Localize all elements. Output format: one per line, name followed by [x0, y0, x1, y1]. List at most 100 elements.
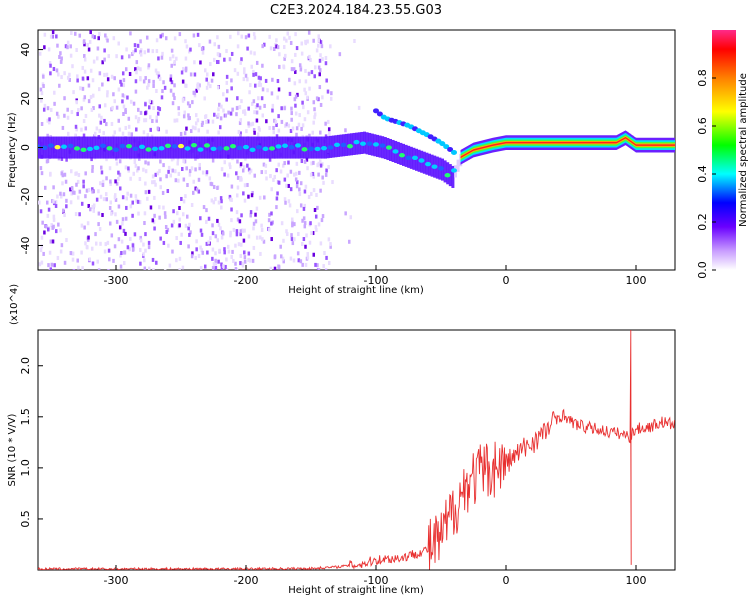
noise-speckle [167, 165, 171, 170]
noise-speckle [306, 110, 310, 115]
ridge-blob [353, 139, 360, 145]
noise-speckle [108, 257, 111, 262]
noise-speckle [99, 181, 102, 186]
noise-speckle [225, 97, 228, 102]
x-tick-label: 100 [626, 574, 647, 587]
ridge-blob [80, 147, 87, 153]
noise-speckle [115, 219, 119, 224]
noise-speckle [302, 216, 306, 221]
ridge-halo [305, 136, 309, 159]
noise-speckle [42, 84, 45, 89]
noise-speckle [144, 190, 148, 195]
noise-speckle [125, 196, 129, 201]
noise-speckle [185, 166, 188, 171]
noise-speckle [180, 232, 183, 237]
ridge-blob [347, 144, 353, 149]
noise-speckle [237, 242, 241, 247]
noise-speckle [222, 108, 225, 113]
noise-speckle [254, 212, 257, 217]
noise-speckle [182, 159, 185, 164]
noise-speckle [290, 67, 294, 72]
noise-speckle [191, 125, 195, 130]
noise-speckle [331, 180, 334, 185]
noise-speckle [305, 157, 309, 162]
noise-speckle [46, 158, 50, 163]
noise-speckle [317, 268, 321, 270]
noise-speckle [298, 187, 301, 192]
noise-speckle [288, 35, 291, 40]
noise-speckle [148, 105, 151, 110]
noise-speckle [81, 86, 85, 91]
noise-speckle [329, 244, 332, 249]
ridge-halo [279, 136, 283, 159]
noise-speckle [112, 92, 115, 97]
noise-speckle [138, 200, 142, 205]
noise-speckle [171, 249, 174, 254]
noise-speckle [299, 203, 303, 208]
noise-speckle [100, 165, 103, 170]
noise-speckle [255, 110, 259, 115]
noise-speckle [96, 259, 99, 264]
noise-speckle [247, 167, 251, 172]
noise-speckle [121, 195, 125, 200]
noise-speckle [70, 110, 74, 115]
noise-speckle [305, 233, 308, 238]
noise-speckle [59, 228, 62, 233]
noise-speckle [242, 238, 246, 243]
noise-speckle [129, 176, 132, 181]
noise-speckle [179, 240, 182, 245]
noise-speckle [282, 238, 285, 243]
noise-speckle [117, 269, 121, 270]
noise-speckle [250, 193, 254, 198]
noise-speckle [203, 96, 206, 101]
noise-speckle [253, 173, 257, 178]
noise-speckle [136, 66, 140, 71]
noise-speckle [84, 194, 87, 199]
noise-speckle [122, 104, 126, 109]
noise-speckle [310, 191, 313, 196]
noise-speckle [67, 131, 70, 136]
ridge-halo [207, 136, 210, 159]
noise-speckle [60, 56, 63, 61]
noise-speckle [63, 213, 66, 218]
noise-speckle [216, 218, 219, 223]
noise-speckle [172, 92, 175, 97]
noise-speckle [288, 77, 291, 82]
noise-speckle [77, 265, 80, 270]
noise-speckle [282, 65, 286, 70]
noise-speckle [131, 200, 134, 205]
noise-speckle [92, 203, 96, 208]
noise-speckle [187, 226, 190, 231]
noise-speckle [155, 71, 159, 76]
noise-speckle [304, 91, 308, 96]
noise-speckle [121, 99, 124, 104]
noise-speckle [171, 101, 175, 106]
noise-speckle [255, 235, 259, 240]
noise-speckle [226, 89, 229, 94]
spectrogram-y-axis-label: Frequency (Hz) [7, 112, 18, 188]
noise-speckle [80, 127, 83, 132]
noise-speckle [40, 235, 44, 240]
noise-speckle [206, 119, 210, 124]
noise-speckle [300, 51, 304, 56]
noise-speckle [287, 199, 291, 204]
noise-speckle [344, 211, 347, 216]
ridge-blob [132, 146, 139, 151]
noise-speckle [219, 116, 223, 121]
noise-speckle [74, 212, 78, 217]
ridge-blob [41, 145, 48, 150]
noise-speckle [250, 122, 253, 127]
noise-speckle [107, 248, 111, 253]
noise-speckle [144, 232, 147, 237]
noise-speckle [306, 255, 310, 260]
noise-speckle [70, 186, 74, 191]
noise-speckle [349, 215, 353, 220]
noise-speckle [189, 129, 193, 134]
noise-speckle [70, 31, 73, 36]
noise-speckle [310, 230, 313, 235]
noise-speckle [91, 34, 94, 39]
noise-speckle [210, 78, 214, 83]
x-tick-label: 0 [503, 274, 510, 287]
ridge-halo [352, 132, 356, 155]
snr-series-line [38, 330, 675, 570]
